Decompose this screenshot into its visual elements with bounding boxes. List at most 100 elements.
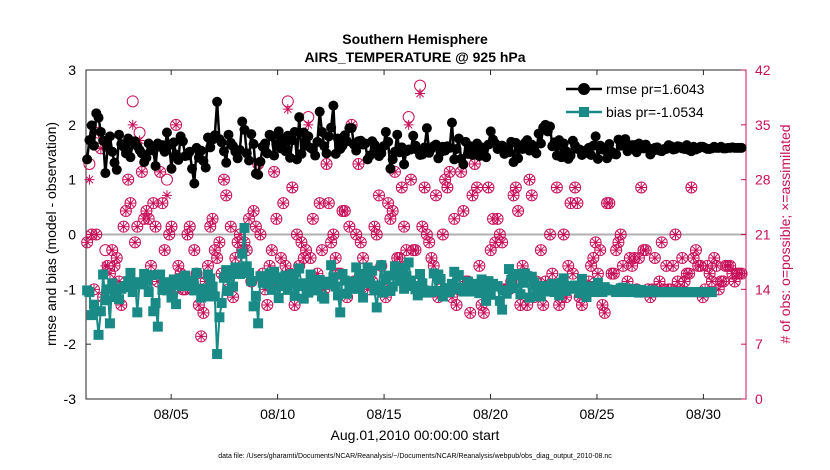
rmse-point — [592, 153, 603, 164]
obs-assimilated-marker — [417, 221, 428, 232]
obs-possible-marker — [124, 197, 137, 210]
obs-assimilated-marker — [221, 190, 232, 201]
obs-possible-marker — [398, 220, 411, 233]
y-tick-label: 2 — [68, 117, 76, 133]
rmse-point — [200, 162, 211, 173]
rmse-point — [107, 146, 118, 157]
obs-assimilated-marker — [132, 221, 143, 232]
obs-assimilated-marker — [421, 229, 432, 240]
obs-assimilated-marker — [560, 292, 571, 303]
bias-point — [508, 283, 519, 294]
obs-assimilated-marker — [633, 253, 644, 263]
rmse-point — [187, 163, 198, 174]
obs-assimilated-marker — [567, 268, 578, 279]
rmse-point — [212, 96, 223, 107]
obs-assimilated-marker — [269, 166, 280, 177]
obs-assimilated-marker — [690, 245, 701, 256]
obs-assimilated-marker — [515, 300, 526, 310]
obs-assimilated-marker — [104, 268, 115, 279]
obs-possible-marker — [320, 158, 333, 170]
obs-assimilated-marker — [440, 174, 451, 185]
obs-assimilated-marker — [492, 213, 503, 224]
rmse-point — [590, 131, 601, 142]
obs-possible-marker — [306, 212, 319, 225]
rmse-point — [196, 145, 207, 156]
obs-assimilated-marker — [615, 229, 626, 240]
bias-point — [127, 287, 138, 298]
bias-point — [191, 267, 202, 278]
obs-assimilated-marker — [127, 119, 138, 130]
obs-assimilated-marker — [497, 237, 508, 248]
bias-point — [209, 291, 220, 302]
obs-possible-marker — [265, 244, 278, 257]
obs-assimilated-marker — [118, 221, 129, 232]
obs-possible-marker — [352, 158, 365, 170]
rmse-point — [310, 150, 321, 161]
y-right-tick-label: 42 — [755, 62, 771, 78]
x-tick-label: 08/25 — [579, 406, 614, 422]
obs-possible-marker — [158, 244, 171, 257]
obs-assimilated-marker — [586, 260, 597, 271]
bias-point — [145, 270, 156, 281]
obs-possible-marker — [550, 181, 563, 194]
obs-possible-marker — [122, 173, 135, 186]
obs-assimilated-marker — [358, 253, 369, 263]
obs-assimilated-marker — [244, 213, 255, 224]
obs-possible-marker — [213, 236, 226, 249]
obs-possible-marker — [197, 306, 210, 319]
x-tick-label: 08/30 — [686, 406, 721, 422]
obs-assimilated-marker — [214, 237, 225, 248]
rmse-point — [248, 139, 259, 150]
bias-point — [358, 292, 369, 303]
rmse-point — [323, 131, 334, 142]
rmse-point — [408, 130, 419, 141]
obs-assimilated-marker — [695, 260, 706, 271]
obs-assimilated-marker — [123, 174, 134, 185]
rmse-point — [161, 127, 172, 138]
y-tick-label: 1 — [68, 172, 76, 188]
rmse-point — [604, 139, 615, 150]
obs-assimilated-marker — [182, 229, 193, 240]
obs-assimilated-marker — [305, 253, 316, 263]
obs-assimilated-marker — [287, 182, 298, 193]
obs-possible-marker — [544, 228, 557, 241]
obs-assimilated-marker — [672, 276, 683, 287]
legend-bias-label: bias pr=-1.0534 — [606, 104, 704, 120]
obs-possible-marker — [217, 173, 230, 186]
obs-possible-marker — [220, 189, 233, 202]
obs-assimilated-marker — [613, 237, 624, 248]
obs-assimilated-marker — [196, 331, 207, 342]
obs-assimilated-marker — [230, 253, 241, 263]
bias-point — [266, 284, 277, 295]
obs-assimilated-marker — [228, 292, 239, 303]
chart-subtitle: AIRS_TEMPERATURE @ 925 hPa — [304, 49, 525, 65]
bias-point — [216, 298, 227, 309]
obs-assimilated-marker — [307, 213, 318, 224]
obs-assimilated-marker — [164, 229, 175, 240]
bias-point — [239, 222, 250, 233]
plot-area: -3 -2 -1 0 1 2 3 0 7 14 21 28 35 42 08/05 08/10 08/15 08/… — [64, 62, 771, 422]
x-axis-label: Aug.01,2010 00:00:00 start — [331, 427, 500, 443]
rmse-point — [558, 138, 569, 149]
rmse-point — [446, 117, 457, 128]
legend-rmse-label: rmse pr=1.6043 — [606, 81, 705, 97]
obs-possible-marker — [224, 220, 237, 233]
bias-point — [171, 299, 182, 310]
obs-assimilated-marker — [339, 206, 350, 216]
rmse-point — [221, 157, 232, 168]
obs-assimilated-marker — [426, 253, 437, 263]
obs-possible-marker — [395, 181, 408, 194]
obs-assimilated-marker — [280, 260, 291, 271]
rmse-point — [93, 112, 104, 123]
obs-assimilated-marker — [385, 213, 396, 224]
obs-assimilated-marker — [656, 237, 667, 248]
obs-assimilated-marker — [661, 260, 672, 271]
obs-assimilated-marker — [301, 245, 312, 256]
rmse-point — [383, 136, 394, 147]
obs-possible-marker — [170, 118, 183, 131]
obs-assimilated-marker — [143, 213, 154, 224]
obs-assimilated-marker — [595, 245, 606, 256]
rmse-point — [387, 154, 398, 165]
